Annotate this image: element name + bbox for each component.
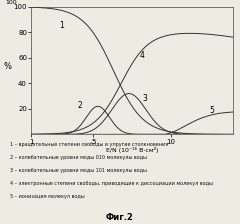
Text: 1 – вращательные степени свободы и упругие столкновения: 1 – вращательные степени свободы и упруг… (10, 142, 168, 147)
Text: 2: 2 (78, 101, 83, 110)
Text: 4 – электронные степени свободы, приводящие к диссоциации молекул воды: 4 – электронные степени свободы, приводя… (10, 181, 212, 186)
Text: 1: 1 (59, 22, 64, 30)
X-axis label: E/N (10⁻¹⁶ В·см²): E/N (10⁻¹⁶ В·см²) (106, 147, 158, 153)
Text: 5: 5 (210, 106, 214, 115)
Text: 2 – колебательные уровни моды 010 молекулы воды: 2 – колебательные уровни моды 010 молеку… (10, 155, 146, 160)
Text: 3 – колебательные уровни моды 101 молекулы воды: 3 – колебательные уровни моды 101 молеку… (10, 168, 146, 173)
Text: 5 – ионизация молекул воды: 5 – ионизация молекул воды (10, 194, 84, 199)
Text: 3: 3 (143, 94, 148, 103)
Y-axis label: %: % (4, 62, 12, 71)
Text: Фиг.2: Фиг.2 (106, 213, 134, 222)
Text: 100: 100 (5, 0, 17, 5)
Text: 4: 4 (140, 51, 145, 60)
